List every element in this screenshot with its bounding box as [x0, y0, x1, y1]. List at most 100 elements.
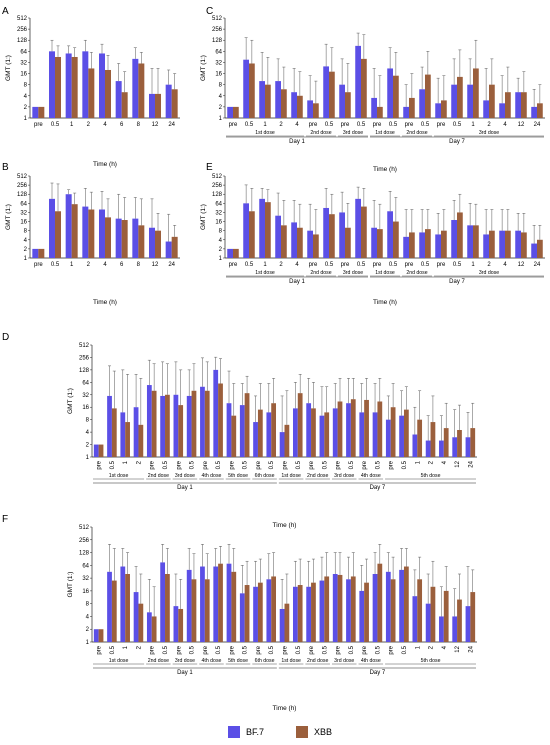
bar-xbb: [364, 582, 369, 642]
x-tick-label: 0.5: [190, 460, 196, 469]
x-axis-title: Time (h): [93, 299, 117, 306]
bar-xbb: [329, 214, 335, 258]
bar-bf7: [65, 53, 72, 119]
bar-xbb: [249, 211, 255, 258]
dose-group-label: 5th dose: [421, 658, 441, 664]
bar-xbb: [71, 204, 78, 258]
dose-group-label: 3rd dose: [175, 658, 195, 664]
bar-xbb: [505, 92, 511, 118]
bar-xbb: [350, 576, 356, 642]
x-tick-label: pre: [203, 645, 209, 654]
x-tick-label: 12: [152, 122, 159, 128]
y-tick-label: 4: [86, 614, 90, 620]
x-tick-label: pre: [309, 262, 318, 268]
y-tick-label: 512: [17, 16, 28, 22]
x-tick-label: pre: [176, 645, 182, 654]
x-tick-label: 2: [487, 262, 491, 268]
bar-bf7: [275, 215, 281, 258]
x-tick-label: 2: [279, 262, 283, 268]
bar-bf7: [346, 579, 351, 642]
bar-xbb: [155, 93, 161, 118]
x-tick-label: 0.5: [245, 262, 254, 268]
bar-xbb: [470, 428, 476, 457]
bar-xbb: [297, 95, 303, 118]
bar-xbb: [165, 573, 170, 642]
bar-xbb: [218, 383, 223, 457]
y-tick-label: 32: [215, 60, 222, 66]
x-tick-label: pre: [336, 460, 342, 469]
x-tick-label: pre: [389, 645, 395, 654]
bar-xbb: [55, 211, 61, 258]
x-tick-label: pre: [389, 460, 395, 469]
bar-bf7: [319, 580, 325, 642]
bar-xbb: [505, 230, 511, 258]
bar-bf7: [227, 248, 233, 258]
bar-xbb: [537, 103, 543, 118]
x-tick-label: 0.5: [375, 460, 381, 469]
bar-bf7: [133, 592, 139, 642]
x-tick-label: 0.5: [110, 460, 116, 469]
bar-xbb: [138, 225, 145, 258]
dose-group-label: 1st dose: [109, 658, 129, 664]
dose-group-label: 1st dose: [255, 130, 275, 136]
bar-bf7: [275, 81, 281, 118]
x-tick-label: pre: [256, 460, 262, 469]
y-tick-label: 512: [212, 174, 223, 180]
y-tick-label: 4: [24, 94, 28, 100]
x-tick-label: 0.5: [325, 122, 334, 128]
dose-group-label: 1st dose: [255, 270, 275, 276]
x-tick-label: 2: [136, 460, 142, 464]
bar-bf7: [165, 84, 172, 118]
day-label: Day 7: [449, 279, 465, 285]
x-tick-label: pre: [373, 262, 382, 268]
bar-bf7: [372, 412, 378, 457]
bar-xbb: [71, 56, 78, 118]
bar-xbb: [151, 390, 157, 457]
x-tick-label: pre: [229, 645, 235, 654]
x-tick-label: 2: [429, 460, 435, 464]
bar-bf7: [115, 218, 122, 258]
bar-bf7: [165, 241, 172, 258]
bar-xbb: [297, 585, 303, 642]
bar-xbb: [425, 74, 431, 118]
bar-bf7: [399, 415, 404, 457]
bar-xbb: [111, 580, 117, 642]
y-tick-label: 32: [215, 210, 222, 216]
bar-bf7: [291, 92, 297, 118]
bar-bf7: [355, 45, 361, 118]
bar-xbb: [364, 399, 369, 457]
x-tick-label: 0.5: [296, 645, 302, 654]
y-tick-label: 4: [24, 238, 28, 244]
bar-xbb: [313, 234, 319, 258]
bar-xbb: [88, 209, 95, 258]
bar-bf7: [452, 616, 458, 642]
x-tick-label: 0.5: [190, 645, 196, 654]
y-axis-title: GMT (1:): [5, 55, 12, 81]
x-tick-label: pre: [176, 460, 182, 469]
bar-bf7: [339, 84, 345, 118]
bar-bf7: [239, 593, 245, 642]
x-tick-label: 24: [168, 262, 175, 268]
dose-group-label: 5th dose: [228, 658, 248, 664]
x-tick-label: 1: [471, 122, 475, 128]
dose-group-label: 3rd dose: [343, 270, 363, 276]
x-axis-title: Time (h): [273, 705, 297, 712]
bar-xbb: [345, 227, 351, 258]
bar-bf7: [323, 66, 329, 118]
y-tick-label: 16: [215, 220, 222, 226]
bar-bf7: [332, 573, 338, 642]
bar-bf7: [82, 206, 89, 258]
y-tick-label: 512: [79, 525, 90, 531]
bar-bf7: [439, 616, 444, 642]
bar-xbb: [311, 582, 316, 642]
bar-bf7: [465, 437, 471, 457]
bar-xbb: [165, 394, 170, 457]
bar-bf7: [403, 236, 409, 258]
panel-letter: D: [2, 332, 9, 343]
x-tick-label: 0.5: [402, 460, 408, 469]
bar-bf7: [32, 248, 39, 258]
x-tick-label: pre: [34, 262, 43, 268]
bar-xbb: [171, 236, 178, 258]
x-tick-label: 24: [168, 122, 175, 128]
bar-xbb: [121, 220, 128, 258]
